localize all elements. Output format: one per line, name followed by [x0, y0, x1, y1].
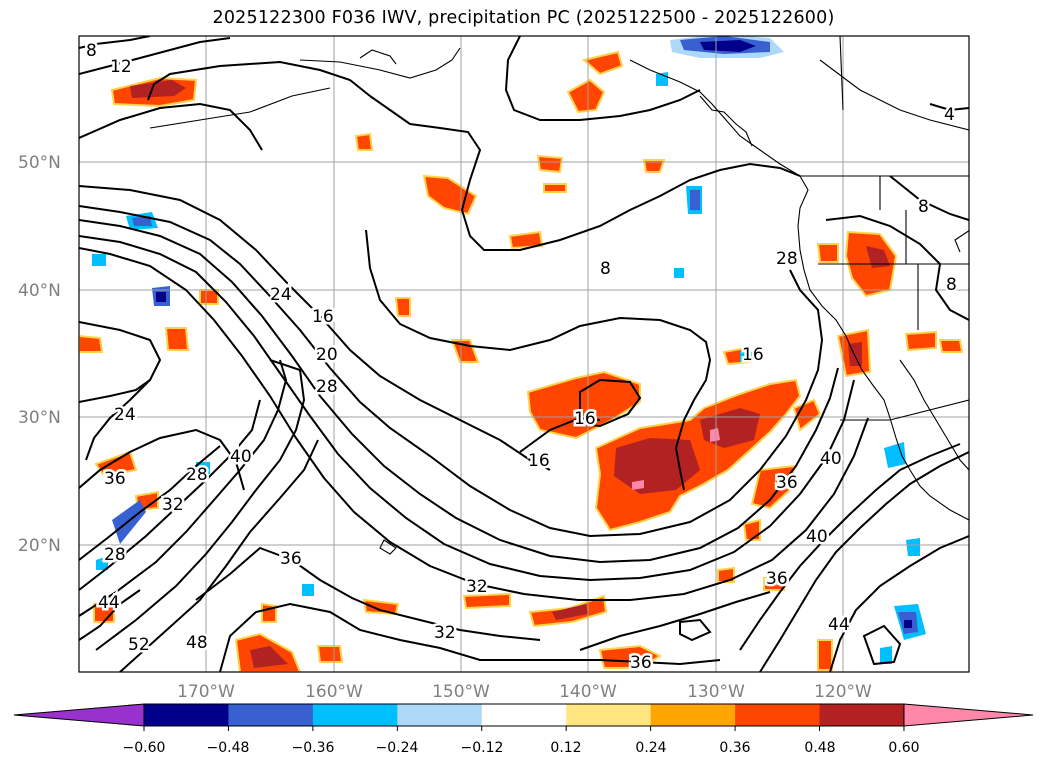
colorbar-segment [819, 704, 905, 726]
contour-label: 36 [630, 653, 652, 673]
colorbar-tick-label: 0.12 [550, 740, 581, 756]
contour-label: 16 [742, 345, 764, 365]
lat-label-40n: 40°N [18, 281, 61, 301]
lon-label-150w: 150°W [432, 682, 490, 702]
colorbar-segment [650, 704, 736, 726]
contour-label: 8 [86, 41, 97, 61]
contour-label: 8 [918, 197, 929, 217]
colorbar-segment [228, 704, 314, 726]
lon-label-130w: 130°W [687, 682, 745, 702]
coastlines [149, 36, 969, 555]
colorbar-tick-label: −0.12 [461, 740, 504, 756]
colorbar-segment [481, 704, 567, 726]
contour-label: 16 [528, 451, 550, 471]
contour-label: 12 [110, 57, 132, 77]
colorbar-frame [143, 703, 905, 727]
map-frame [78, 35, 970, 673]
contour-label: 44 [828, 615, 850, 635]
colorbar-tick-label: −0.24 [376, 740, 419, 756]
lat-label-50n: 50°N [18, 153, 61, 173]
latitude-labels: 50°N 40°N 30°N 20°N [18, 153, 61, 556]
colorbar-tick-label: 0.36 [719, 740, 750, 756]
lat-label-30n: 30°N [18, 408, 61, 428]
colorbar-segments [13, 703, 1034, 727]
colorbar-segment [735, 704, 821, 726]
colorbar-ticks [143, 726, 905, 731]
contour-label: 8 [600, 259, 611, 279]
contour-label: 16 [312, 307, 334, 327]
iwv-contours [79, 36, 969, 672]
colorbar-tick-label: 0.24 [635, 740, 666, 756]
contour-label: 32 [466, 577, 488, 597]
colorbar-tick-label: 0.60 [888, 740, 919, 756]
lon-label-120w: 120°W [814, 682, 872, 702]
contour-label: 24 [270, 285, 292, 305]
precip-strong-shading [130, 80, 890, 668]
contour-label: 32 [434, 623, 456, 643]
contour-label: 28 [316, 377, 338, 397]
lon-label-170w: 170°W [177, 682, 235, 702]
contour-label: 20 [316, 345, 338, 365]
contour-label: 40 [806, 527, 828, 547]
colorbar: −0.60 −0.48 −0.36 −0.24 −0.12 0.12 0.24 … [13, 703, 1034, 756]
contour-label: 36 [104, 469, 126, 489]
colorbar-segment [397, 704, 483, 726]
colorbar-tick-label: −0.60 [123, 740, 166, 756]
colorbar-tick-label: 0.48 [804, 740, 835, 756]
contour-label: 44 [98, 593, 120, 613]
contour-label: 36 [776, 473, 798, 493]
colorbar-extend-max [903, 703, 1034, 727]
contour-label: 32 [162, 495, 184, 515]
contour-label: 8 [946, 275, 957, 295]
contour-label: 28 [186, 465, 208, 485]
contour-label: 40 [230, 447, 252, 467]
longitude-labels: 170°W 160°W 150°W 140°W 130°W 120°W [177, 682, 872, 702]
colorbar-tick-label: −0.48 [207, 740, 250, 756]
contour-label: 28 [104, 545, 126, 565]
contour-label: 36 [280, 549, 302, 569]
lon-label-140w: 140°W [559, 682, 617, 702]
colorbar-segment [144, 704, 229, 726]
colorbar-segment [312, 704, 398, 726]
map-title: 2025122300 F036 IWV, precipitation PC (2… [212, 8, 835, 28]
contour-label: 24 [114, 405, 136, 425]
colorbar-extend-min [13, 703, 145, 727]
contour-label: 4 [944, 105, 955, 125]
colorbar-tick-label: −0.36 [292, 740, 335, 756]
iwv-contour-labels: 8 12 4 8 8 8 24 16 20 28 28 16 16 16 24 … [84, 39, 960, 673]
contour-label: 48 [186, 633, 208, 653]
lat-label-20n: 20°N [18, 536, 61, 556]
contour-label: 40 [820, 449, 842, 469]
contour-label: 52 [128, 635, 150, 655]
lon-label-160w: 160°W [305, 682, 363, 702]
contour-label: 28 [776, 249, 798, 269]
colorbar-segment [566, 704, 652, 726]
contour-label: 36 [766, 569, 788, 589]
contour-label: 16 [574, 409, 596, 429]
map-panel: 8 12 4 8 8 8 24 16 20 28 28 16 16 16 24 … [79, 36, 969, 673]
